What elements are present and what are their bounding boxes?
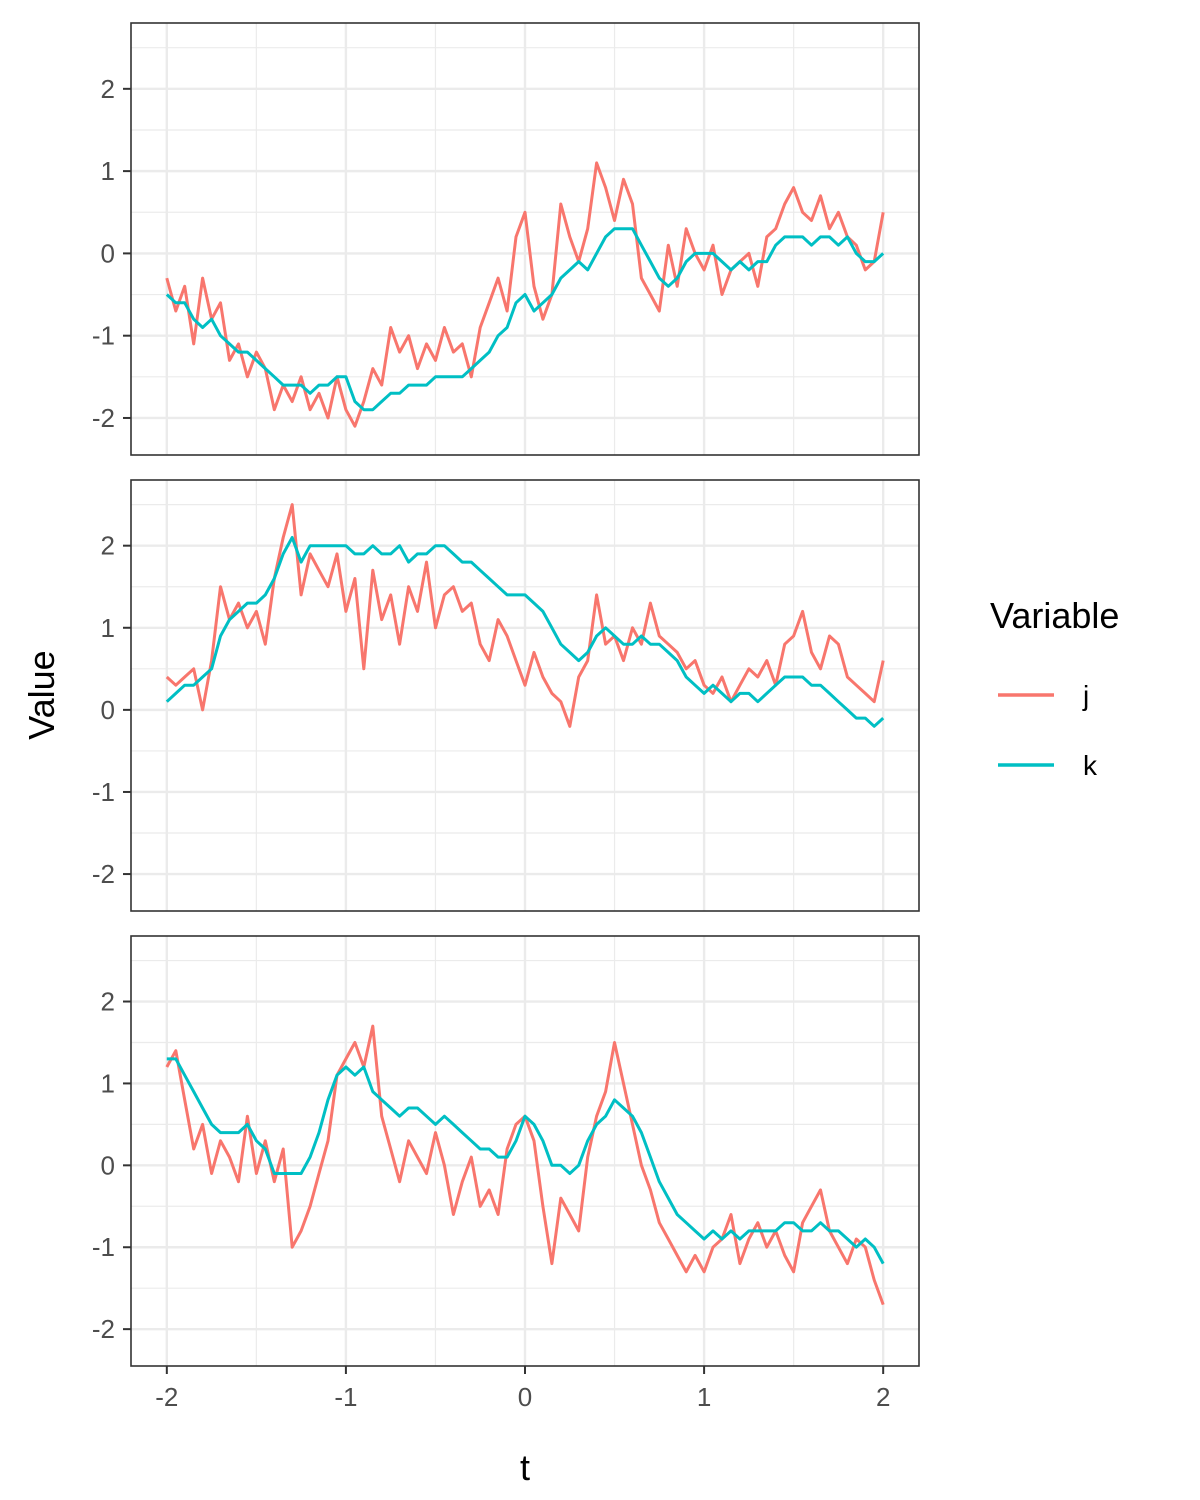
y-tick-label: -1 bbox=[92, 1232, 115, 1262]
y-tick-label: -1 bbox=[92, 777, 115, 807]
x-tick-label: 1 bbox=[697, 1382, 711, 1412]
series-line-k bbox=[165, 227, 885, 412]
x-axis: -2 -1 0 1 2 bbox=[155, 1366, 890, 1412]
y-tick-label: -2 bbox=[92, 859, 115, 889]
y-tick-label: 0 bbox=[101, 1150, 115, 1180]
y-tick-label: 1 bbox=[101, 156, 115, 186]
x-tick-label: -1 bbox=[334, 1382, 357, 1412]
legend: Variable j k bbox=[990, 595, 1119, 781]
legend-label-k: k bbox=[1083, 750, 1098, 781]
y-tick-label: 1 bbox=[101, 1068, 115, 1098]
legend-title: Variable bbox=[990, 595, 1119, 636]
panel-2: -2 -1 0 1 2 bbox=[92, 479, 920, 912]
y-tick-label: 2 bbox=[101, 531, 115, 561]
panel-1: -2 -1 0 1 2 bbox=[92, 22, 920, 456]
x-tick-label: 2 bbox=[876, 1382, 890, 1412]
series-line-k bbox=[165, 536, 885, 728]
x-tick-label: -2 bbox=[155, 1382, 178, 1412]
y-tick-label: 2 bbox=[101, 987, 115, 1017]
legend-label-j: j bbox=[1082, 680, 1089, 711]
y-tick-label: 1 bbox=[101, 613, 115, 643]
panels-layer: -2 -1 0 1 2 -2 -1 0 1 2 -2 -1 0 1 2 bbox=[92, 22, 920, 1367]
y-tick-label: 0 bbox=[101, 238, 115, 268]
series-line-j bbox=[165, 161, 885, 428]
panel-border bbox=[130, 479, 920, 912]
panel-border bbox=[130, 22, 920, 456]
y-axis-title: Value bbox=[21, 650, 62, 739]
y-tick-label: 2 bbox=[101, 74, 115, 104]
x-tick-label: 0 bbox=[518, 1382, 532, 1412]
y-tick-label: -1 bbox=[92, 321, 115, 351]
y-tick-label: -2 bbox=[92, 1314, 115, 1344]
x-axis-title: t bbox=[520, 1447, 530, 1488]
panel-3: -2 -1 0 1 2 bbox=[92, 935, 920, 1367]
series-line-k bbox=[166, 1057, 885, 1265]
y-tick-label: 0 bbox=[101, 695, 115, 725]
y-tick-label: -2 bbox=[92, 403, 115, 433]
series-line-j bbox=[165, 503, 885, 728]
